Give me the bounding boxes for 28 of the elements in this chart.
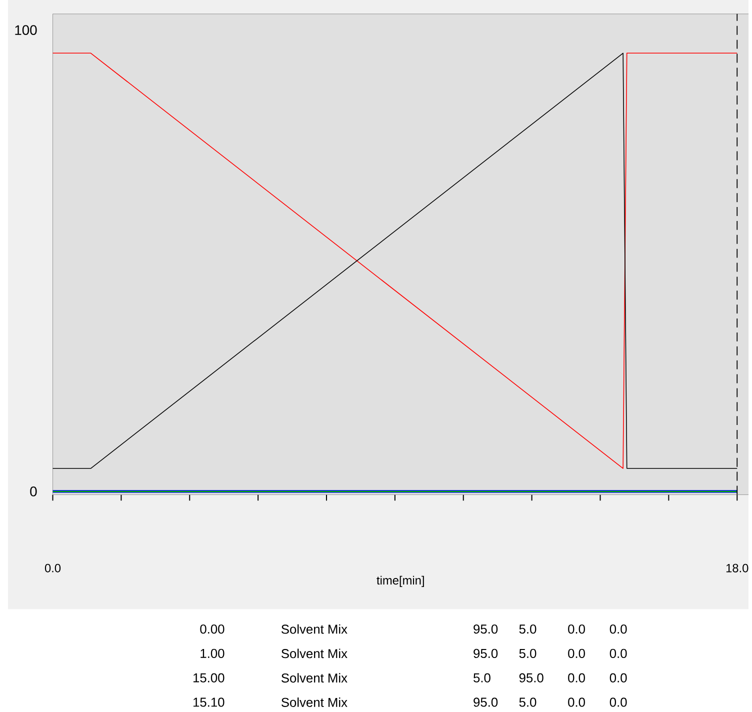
x-axis-title: time[min] xyxy=(376,576,424,588)
y-tick-label: 0 xyxy=(30,486,37,497)
x-tick-label: 18.0 xyxy=(726,564,748,572)
text: 5.0 xyxy=(474,673,490,683)
text: 15.00 xyxy=(193,673,224,683)
text: 1.00 xyxy=(200,649,224,658)
text: 0.0 xyxy=(610,624,627,634)
text: 0.0 xyxy=(568,624,585,634)
text: 0.0 xyxy=(610,649,627,658)
text: 95.0 xyxy=(519,673,544,683)
text: 0.0 xyxy=(568,673,585,683)
text: Solvent Mix xyxy=(281,673,348,683)
text: 5.0 xyxy=(519,649,536,658)
text: 0.0 xyxy=(568,698,585,707)
text: 95.0 xyxy=(474,649,498,658)
text: Solvent Mix xyxy=(281,624,348,634)
y-tick-label: 100 xyxy=(15,25,37,36)
text: 0.0 xyxy=(568,649,585,658)
text: 95.0 xyxy=(474,624,498,634)
text: 0.0 xyxy=(610,673,627,683)
text: 0.00 xyxy=(200,624,224,634)
text: 0.0 xyxy=(610,698,627,707)
text: 5.0 xyxy=(519,624,536,634)
text: 5.0 xyxy=(519,698,536,707)
text: 15.10 xyxy=(193,698,224,707)
text: Solvent Mix xyxy=(281,698,348,708)
text: 95.0 xyxy=(474,698,498,707)
text: Solvent Mix xyxy=(281,648,348,658)
